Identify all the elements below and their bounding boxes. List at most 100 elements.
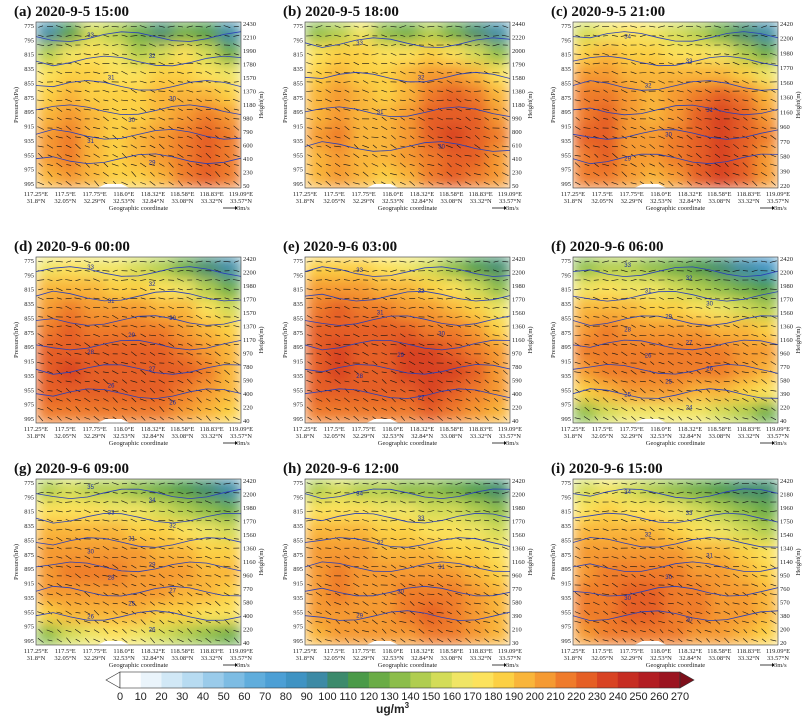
wind-arrow (502, 126, 508, 130)
wind-arrow (733, 334, 739, 337)
contour-line (305, 37, 510, 48)
heat-cell (127, 381, 151, 403)
wind-arrow (408, 528, 416, 532)
heat-cell (709, 42, 734, 65)
wind-arrow (575, 90, 581, 93)
heat-cell (487, 499, 510, 522)
wind-arrow (630, 398, 638, 402)
wind-arrow (111, 108, 119, 112)
wind-arrow (483, 621, 491, 623)
height-tick: 1980 (780, 51, 793, 58)
panel-b: (b) 2020-9-5 18:003332313077579581583585… (282, 4, 534, 212)
wind-arrow (409, 574, 416, 578)
wind-arrow (585, 397, 589, 403)
wind-arrow (593, 362, 599, 364)
heat-cell (595, 277, 620, 300)
wind-arrow (371, 334, 378, 337)
wind-arrow (316, 602, 322, 605)
wind-arrow (103, 126, 109, 130)
wind-arrow (761, 638, 767, 643)
wind-arrow (428, 62, 434, 65)
wind-arrow (75, 163, 81, 167)
height-tick: 1160 (780, 337, 793, 344)
wind-vectors (574, 482, 777, 644)
wind-arrow (400, 172, 406, 176)
wind-arrow (419, 153, 424, 158)
wind-arrow (741, 565, 749, 568)
wind-arrow (724, 592, 729, 597)
heat-cell (755, 257, 778, 279)
wind-arrow (751, 360, 758, 366)
wind-arrow (37, 491, 44, 494)
wind-arrow (205, 352, 212, 356)
wind-arrow (75, 288, 81, 291)
wind-arrow (167, 79, 175, 84)
wind-arrow (56, 389, 63, 393)
heat-cell (595, 125, 620, 148)
wind-arrow (676, 519, 684, 522)
height-tick: 2180 (780, 492, 793, 499)
heat-cell (327, 624, 352, 645)
wind-arrow (84, 528, 91, 531)
heat-cell (664, 63, 688, 85)
wind-arrow (686, 118, 692, 120)
wind-arrow (334, 172, 341, 176)
wind-arrow (93, 602, 100, 605)
wind-arrow (677, 182, 683, 185)
wind-arrow (131, 639, 137, 642)
heat-cell (418, 624, 443, 645)
height-tick: 2420 (780, 478, 793, 485)
wind-arrow (233, 510, 239, 513)
x-tick: 118.32°E 32.84°N (678, 648, 702, 662)
heat-cell (664, 22, 688, 44)
wind-arrow (38, 510, 44, 513)
wind-arrow (620, 89, 628, 94)
wind-arrow (306, 629, 313, 633)
wind-arrow (639, 501, 647, 503)
wind-arrow (428, 637, 433, 643)
contour-label: 31 (645, 289, 652, 295)
wind-arrow (187, 44, 193, 46)
wind-arrow (121, 352, 128, 356)
wind-arrow (695, 602, 702, 605)
height-tick: 1180 (243, 102, 256, 109)
wind-arrow (168, 519, 174, 522)
x-tick: 117.75°E 32.29°N (619, 426, 643, 440)
panel-h: (h) 2020-9-6 12:003433323130297757958158… (282, 461, 534, 669)
contour-line (305, 585, 510, 597)
wind-arrow (687, 380, 692, 383)
wind-arrow (455, 136, 463, 138)
wind-arrow (456, 610, 462, 616)
wind-arrow (464, 99, 472, 102)
wind-arrow (85, 601, 90, 606)
wind-arrow (417, 34, 425, 37)
heat-cell (218, 105, 241, 127)
wind-arrow (445, 630, 453, 633)
wind-arrow (112, 389, 119, 392)
wind-arrow (306, 163, 313, 167)
wind-arrow (483, 342, 490, 347)
wind-arrow (437, 136, 443, 138)
wind-arrow (381, 546, 387, 550)
heat-cell (755, 84, 778, 106)
contour-label: 31 (87, 139, 94, 145)
wind-arrow (686, 279, 693, 281)
heat-cell (709, 84, 734, 106)
wind-arrow (723, 43, 731, 47)
wind-arrow (658, 25, 665, 28)
heat-cell (373, 125, 397, 148)
wind-arrow (381, 343, 387, 347)
wind-arrow (715, 144, 720, 149)
wind-arrow (583, 90, 591, 92)
wind-arrow (602, 134, 609, 140)
wind-arrow (196, 180, 202, 186)
wind-arrow (215, 171, 221, 177)
wind-arrow (103, 556, 109, 559)
wind-arrow (687, 601, 692, 606)
wind-arrow (176, 501, 184, 503)
height-tick: 610 (512, 143, 522, 150)
wind-arrow (215, 334, 221, 337)
wind-arrow (742, 575, 748, 577)
wind-arrow (187, 72, 193, 74)
wind-arrow (84, 501, 91, 503)
